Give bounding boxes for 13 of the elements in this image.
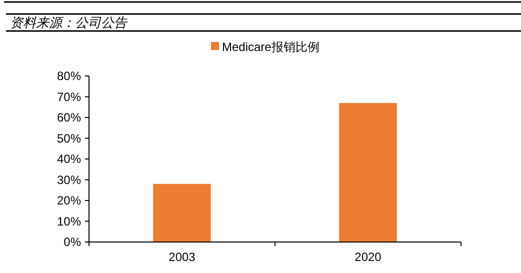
y-tick-label: 70%	[56, 90, 82, 104]
text: 资料来源：公司公告	[10, 15, 128, 30]
legend-label: Medicare报销比例	[222, 40, 320, 54]
y-tick-label: 40%	[56, 152, 82, 166]
y-tick-label: 50%	[56, 131, 82, 146]
y-tick-label: 30%	[56, 172, 82, 187]
x-tick-label: 2003	[168, 250, 196, 264]
y-tick-label: 60%	[56, 110, 82, 124]
y-tick-label: 80%	[56, 69, 82, 83]
x-tick-label: 2020	[354, 250, 382, 264]
y-tick-label: 10%	[56, 214, 82, 228]
y-tick-label: 0%	[64, 235, 82, 249]
y-tick-label: 20%	[56, 194, 82, 208]
